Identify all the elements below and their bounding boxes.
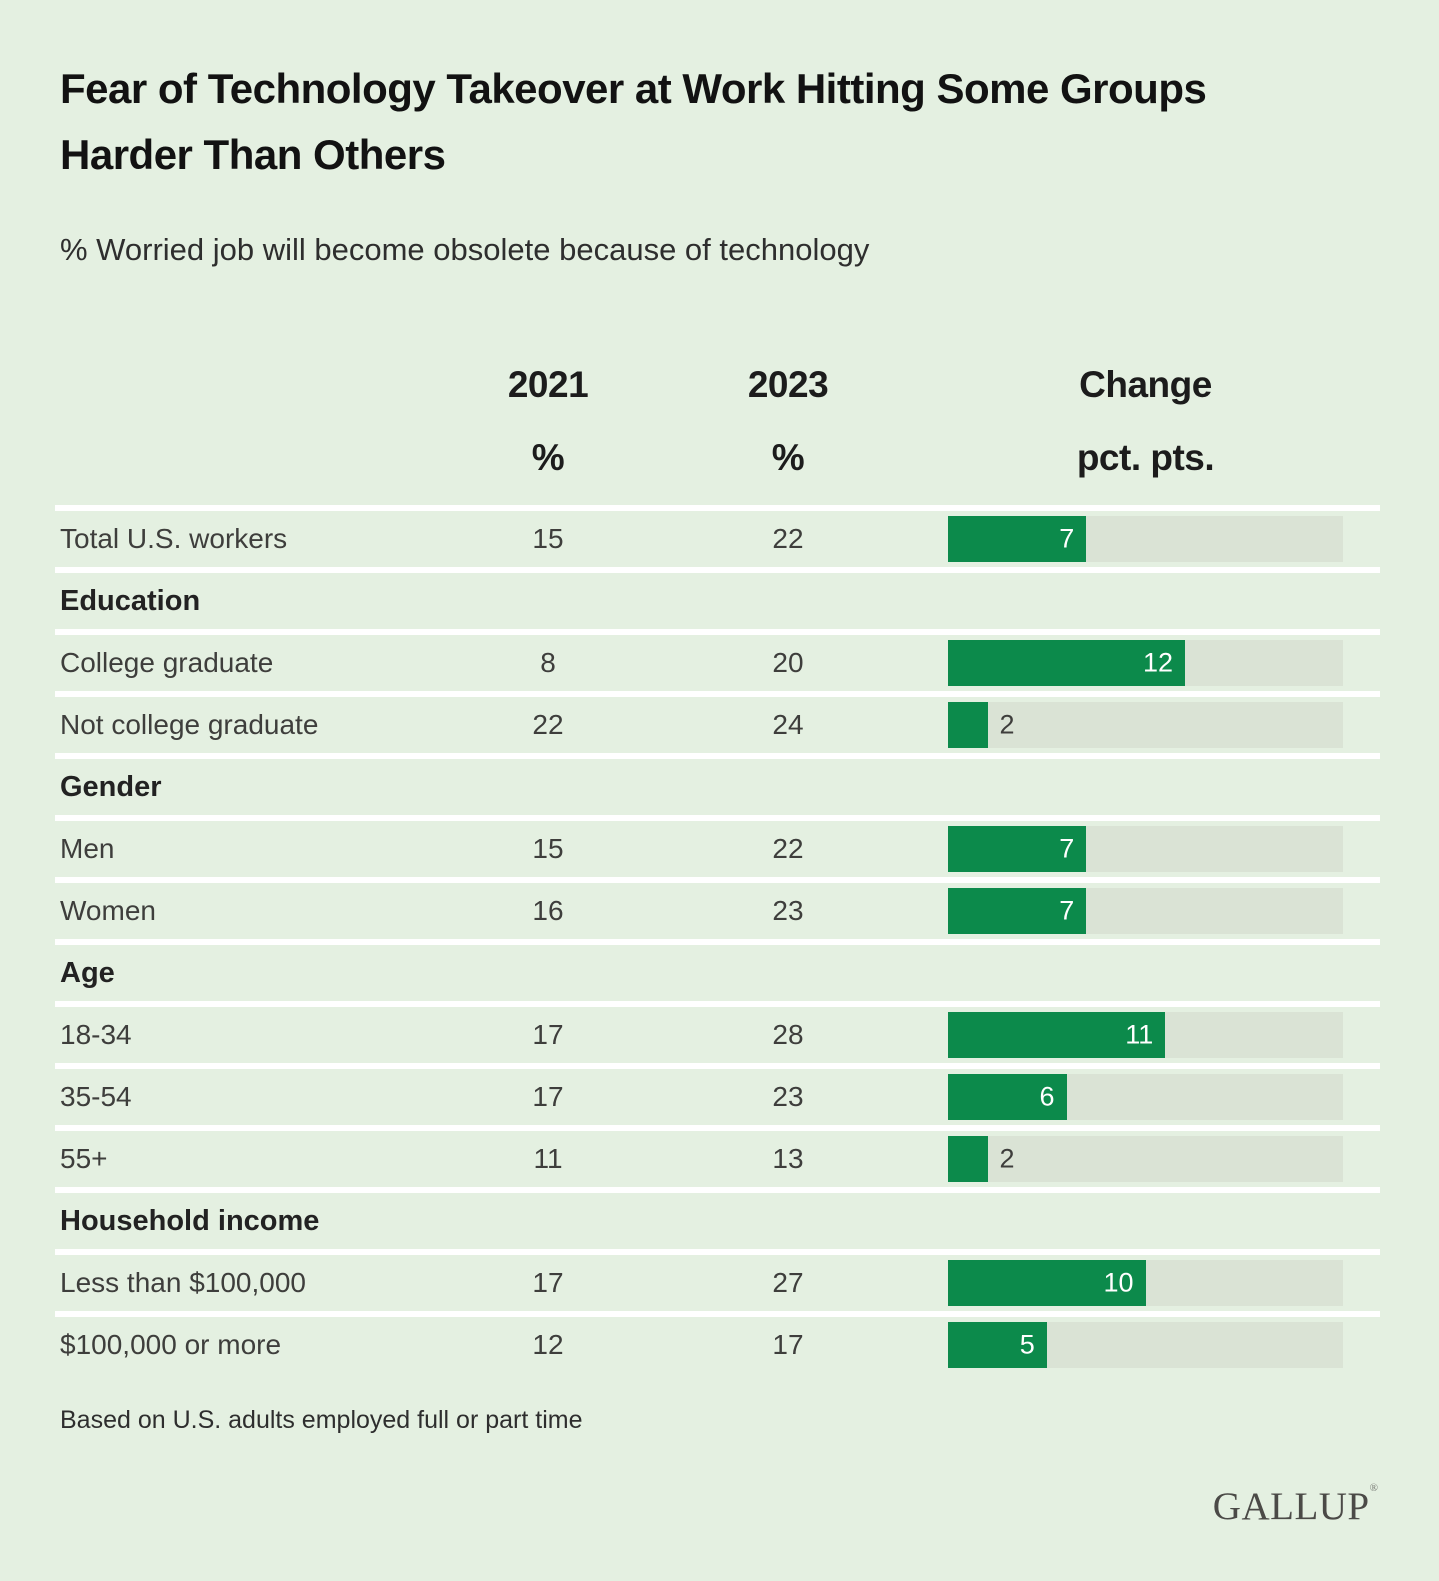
row-label: $100,000 or more	[60, 1329, 282, 1360]
section-header-row: Household income	[55, 1193, 1380, 1255]
registered-mark: ®	[1369, 1482, 1378, 1494]
value-2021: 12	[532, 1329, 564, 1360]
table-header-years: 2021 2023 Change	[55, 365, 1380, 405]
table-row: Men 15 22 7	[55, 821, 1380, 883]
section-header-row: Education	[55, 573, 1380, 635]
change-bar-track: 11	[948, 1012, 1343, 1058]
value-2023: 22	[772, 523, 804, 554]
change-value: 11	[1125, 1019, 1154, 1050]
row-label: 18-34	[60, 1019, 132, 1050]
value-2021: 11	[533, 1143, 563, 1174]
value-2021: 17	[532, 1267, 564, 1298]
value-2023: 28	[772, 1019, 804, 1050]
change-bar: 10	[948, 1260, 1146, 1306]
section-header-label: Education	[60, 584, 201, 617]
change-bar: 11	[948, 1012, 1166, 1058]
change-bar-track: 7	[948, 888, 1343, 934]
value-2023: 22	[772, 833, 804, 864]
row-label: Total U.S. workers	[60, 523, 288, 554]
change-bar-track: 10	[948, 1260, 1343, 1306]
chart-footnote: Based on U.S. adults employed full or pa…	[60, 1406, 583, 1434]
value-2023: 27	[772, 1267, 804, 1298]
column-header-2021: 2021	[507, 364, 589, 405]
value-2021: 22	[532, 709, 564, 740]
change-bar-track: 12	[948, 640, 1343, 686]
table-row: 35-54 17 23 6	[55, 1069, 1380, 1131]
row-label: 55+	[60, 1143, 108, 1174]
chart-title: Fear of Technology Takeover at Work Hitt…	[60, 56, 1390, 188]
value-2023: 13	[772, 1143, 804, 1174]
row-label: Men	[60, 833, 115, 864]
chart-subtitle: % Worried job will become obsolete becau…	[60, 232, 870, 267]
change-value: 10	[1103, 1267, 1134, 1298]
change-bar-track: 2	[948, 1136, 1343, 1182]
table-rows: Total U.S. workers 15 22 7 Education College …	[55, 505, 1380, 1373]
change-bar-track: 7	[948, 516, 1343, 562]
change-bar: 6	[948, 1074, 1067, 1120]
chart-title-line-1: Fear of Technology Takeover at Work Hitt…	[60, 65, 1207, 112]
section-header-label: Household income	[60, 1204, 320, 1237]
table-row: $100,000 or more 12 17 5	[55, 1317, 1380, 1373]
value-2021: 17	[532, 1081, 564, 1112]
table-header-units: % % pct. pts.	[55, 438, 1380, 478]
change-bar: 7	[948, 888, 1087, 934]
gallup-logo: GALLUP®	[1212, 1482, 1378, 1528]
value-2023: 24	[772, 709, 804, 740]
value-2023: 20	[772, 647, 804, 678]
change-bar	[948, 702, 988, 748]
table-row: 18-34 17 28 11	[55, 1007, 1380, 1069]
value-2021: 15	[532, 833, 564, 864]
value-2021: 17	[532, 1019, 564, 1050]
column-header-2023: 2023	[747, 364, 829, 405]
section-header-row: Age	[55, 945, 1380, 1007]
value-2021: 8	[540, 647, 556, 678]
column-header-change: Change	[1079, 364, 1212, 405]
change-value: 5	[1019, 1329, 1035, 1360]
row-label: Not college graduate	[60, 709, 319, 740]
change-value: 7	[1059, 523, 1075, 554]
table-row: College graduate 8 20 12	[55, 635, 1380, 697]
row-label: Women	[60, 895, 156, 926]
table-row: Less than $100,000 17 27 10	[55, 1255, 1380, 1317]
table-row: Women 16 23 7	[55, 883, 1380, 945]
row-label: 35-54	[60, 1081, 132, 1112]
chart-title-line-2: Harder Than Others	[60, 131, 446, 178]
row-label: Less than $100,000	[60, 1267, 306, 1298]
value-2021: 15	[532, 523, 564, 554]
section-header-label: Age	[60, 956, 115, 989]
value-2023: 23	[772, 895, 804, 926]
column-unit-2021: %	[531, 437, 565, 478]
table-row: Total U.S. workers 15 22 7	[55, 511, 1380, 573]
table-row: 55+ 11 13 2	[55, 1131, 1380, 1193]
change-bar-track: 5	[948, 1322, 1343, 1368]
change-bar: 5	[948, 1322, 1047, 1368]
change-bar-track: 6	[948, 1074, 1343, 1120]
change-value: 2	[999, 709, 1015, 740]
section-header-row: Gender	[55, 759, 1380, 821]
change-bar	[948, 1136, 988, 1182]
column-unit-2023: %	[771, 437, 805, 478]
change-value: 12	[1142, 647, 1173, 678]
change-value: 6	[1039, 1081, 1055, 1112]
value-2021: 16	[532, 895, 564, 926]
change-value: 7	[1059, 833, 1075, 864]
change-bar-track: 2	[948, 702, 1343, 748]
value-2023: 23	[772, 1081, 804, 1112]
change-bar: 7	[948, 826, 1087, 872]
section-header-label: Gender	[60, 770, 162, 803]
row-label: College graduate	[60, 647, 274, 678]
column-unit-change: pct. pts.	[1076, 437, 1215, 478]
value-2023: 17	[772, 1329, 804, 1360]
change-bar-track: 7	[948, 826, 1343, 872]
table-row: Not college graduate 22 24 2	[55, 697, 1380, 759]
table-header: 2021 2023 Change % % pct. pts.	[55, 365, 1380, 511]
change-bar: 7	[948, 516, 1087, 562]
change-value: 7	[1059, 895, 1075, 926]
change-value: 2	[999, 1143, 1015, 1174]
change-bar: 12	[948, 640, 1185, 686]
